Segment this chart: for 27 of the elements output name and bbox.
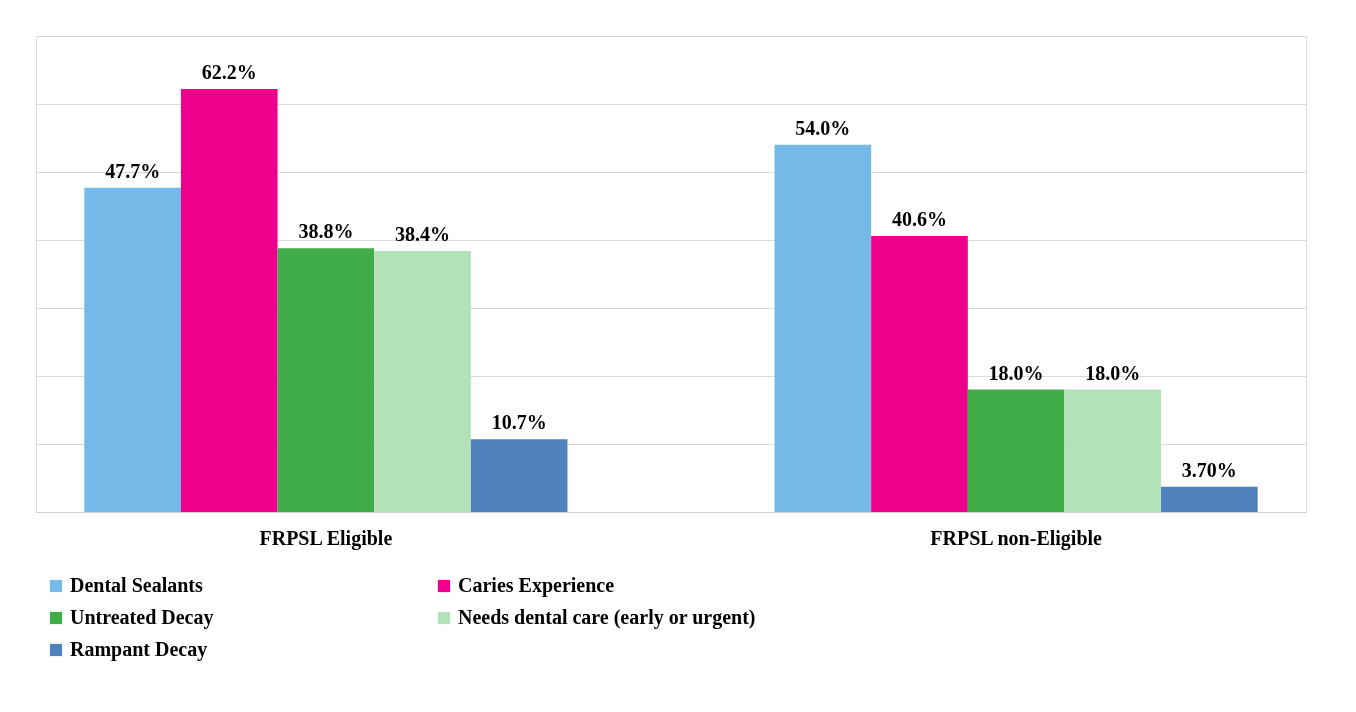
bar [374, 250, 471, 512]
data-label: 18.0% [1085, 361, 1141, 384]
data-label: 47.7% [105, 159, 161, 182]
x-tick-label: FRPSL non-Eligible [930, 526, 1103, 550]
legend-label: Untreated Decay [70, 606, 214, 629]
legend-label: Needs dental care (early or urgent) [458, 606, 756, 629]
data-label: 18.0% [988, 361, 1044, 384]
bar [1161, 486, 1258, 512]
bar [470, 439, 568, 512]
x-tick-label: FRPSL Eligible [259, 526, 393, 550]
bar [967, 389, 1065, 512]
bar [84, 187, 181, 512]
bar [774, 144, 872, 512]
legend-label: Dental Sealants [70, 574, 203, 596]
legend-label: Caries Experience [458, 574, 615, 597]
data-label: 3.70% [1181, 458, 1237, 481]
bar [180, 89, 278, 512]
bar [1064, 389, 1162, 512]
data-label: 10.7% [491, 411, 547, 434]
data-label: 62.2% [201, 61, 257, 84]
data-label: 54.0% [795, 116, 851, 139]
bar [277, 248, 375, 512]
data-label: 38.4% [395, 222, 451, 245]
data-label: 38.8% [298, 220, 354, 243]
data-label: 40.6% [891, 207, 947, 230]
legend-label: Rampant Decay [70, 638, 208, 661]
bar [871, 235, 968, 512]
